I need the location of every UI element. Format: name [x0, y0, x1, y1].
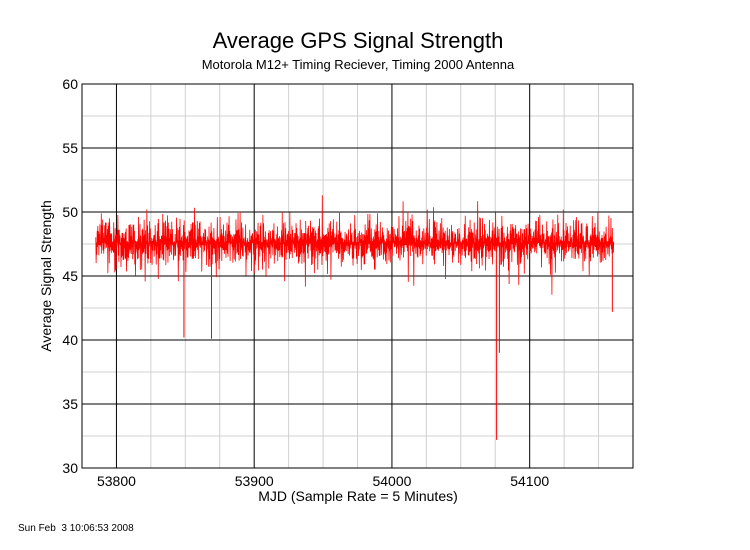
x-tick-label: 54100	[510, 473, 549, 489]
major-grid	[82, 84, 633, 468]
x-tick-label: 53900	[235, 473, 274, 489]
y-tick-label: 45	[62, 268, 78, 284]
y-tick-label: 60	[62, 76, 78, 92]
y-tick-label: 50	[62, 204, 78, 220]
chart-title: Average GPS Signal Strength	[213, 28, 504, 53]
y-tick-label: 40	[62, 332, 78, 348]
signal-trace	[95, 195, 615, 295]
x-tick-label: 53800	[97, 473, 136, 489]
x-axis-label: MJD (Sample Rate = 5 Minutes)	[258, 488, 458, 504]
signal-series	[95, 195, 615, 440]
generated-timestamp: Sun Feb 3 10:06:53 2008	[18, 523, 134, 534]
chart-subtitle: Motorola M12+ Timing Reciever, Timing 20…	[202, 57, 515, 72]
y-tick-label: 35	[62, 396, 78, 412]
x-tick-label: 54000	[372, 473, 411, 489]
y-tick-label: 55	[62, 140, 78, 156]
y-tick-label: 30	[62, 460, 78, 476]
tick-labels: 53800 53900 54000 54100 30 35 40 45 50 55 60	[62, 76, 549, 489]
plot-frame	[81, 83, 634, 469]
y-axis-label: Average Signal Strength	[38, 200, 54, 352]
